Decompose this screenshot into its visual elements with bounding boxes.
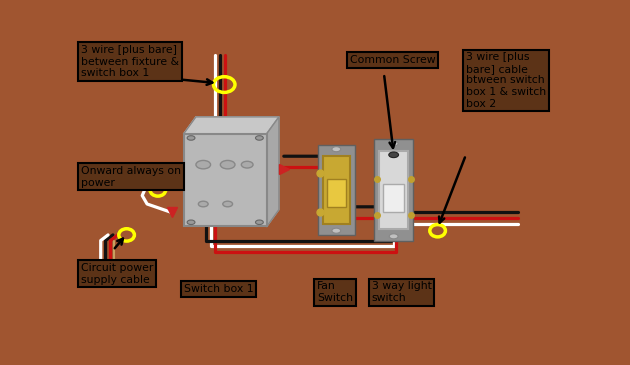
Bar <box>184 134 266 226</box>
Circle shape <box>389 152 399 158</box>
Circle shape <box>196 161 210 169</box>
Circle shape <box>187 220 195 224</box>
Bar <box>379 151 408 229</box>
Circle shape <box>223 201 232 207</box>
Polygon shape <box>266 117 279 226</box>
Text: 3 wire [plus bare]
between fixture &
switch box 1: 3 wire [plus bare] between fixture & swi… <box>81 45 179 78</box>
Text: 3 way light
switch: 3 way light switch <box>372 281 432 303</box>
Bar <box>318 145 355 235</box>
Text: Fan
Switch: Fan Switch <box>317 281 353 303</box>
Text: Onward always on
power: Onward always on power <box>81 166 181 188</box>
Circle shape <box>256 220 263 224</box>
Circle shape <box>198 201 208 207</box>
Circle shape <box>241 161 253 168</box>
Polygon shape <box>184 117 279 134</box>
Circle shape <box>389 234 398 239</box>
Circle shape <box>187 136 195 140</box>
Circle shape <box>256 136 263 140</box>
Bar <box>323 156 350 224</box>
Text: Switch box 1: Switch box 1 <box>184 284 253 294</box>
Text: 3 wire [plus
bare] cable
btween switch
box 1 & switch
box 2: 3 wire [plus bare] cable btween switch b… <box>466 52 546 109</box>
Text: Circuit power
supply cable: Circuit power supply cable <box>81 263 154 285</box>
Bar <box>374 139 413 241</box>
Circle shape <box>389 141 398 146</box>
Circle shape <box>332 228 341 233</box>
Bar <box>327 179 346 207</box>
Bar <box>383 184 404 212</box>
Text: Common Screw: Common Screw <box>350 55 435 65</box>
Circle shape <box>332 147 341 152</box>
Circle shape <box>220 161 235 169</box>
